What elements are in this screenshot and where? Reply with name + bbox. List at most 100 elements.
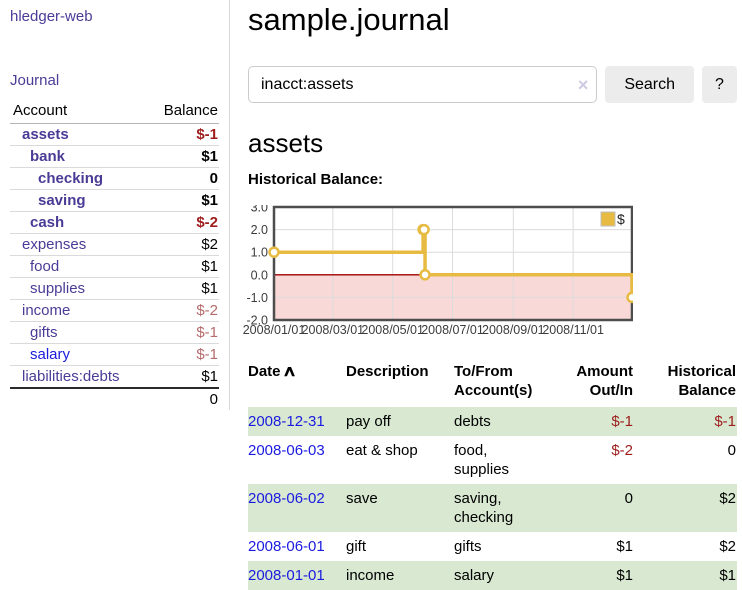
- svg-text:2008/01/01: 2008/01/01: [243, 323, 306, 337]
- register-header-description: Description: [346, 363, 429, 380]
- search-input[interactable]: [248, 66, 598, 103]
- account-row: income $-2: [10, 299, 219, 322]
- transaction-date-link[interactable]: 2008-12-31: [248, 413, 325, 430]
- transaction-accounts: debts: [454, 407, 554, 436]
- search-bar: × Search ?: [248, 66, 737, 103]
- page-title: sample.journal: [248, 2, 450, 37]
- transaction-date-link[interactable]: 2008-06-01: [248, 538, 325, 555]
- account-link[interactable]: checking: [38, 170, 104, 187]
- historical-balance-chart: 3.0 2.0 1.0 0.0 -1.0 -2.0 2008/01/01 2008/03/01…: [241, 205, 737, 341]
- transaction-description: save: [346, 484, 454, 532]
- account-balance: $1: [146, 277, 219, 300]
- account-row: liabilities:debts $1: [10, 365, 219, 388]
- transaction-date-link[interactable]: 2008-06-03: [248, 442, 325, 459]
- accounts-header-balance: Balance: [146, 100, 219, 124]
- app-brand-link[interactable]: hledger-web: [10, 8, 93, 25]
- account-balance: $-1: [146, 343, 219, 366]
- register-header-accounts: To/From Account(s): [454, 363, 533, 399]
- transaction-amount: $1: [616, 538, 633, 555]
- accounts-header-row: Account Balance: [10, 100, 219, 124]
- sidebar-nav: Journal: [10, 72, 219, 89]
- account-row: bank $1: [10, 145, 219, 168]
- account-link[interactable]: saving: [38, 192, 86, 209]
- register-header-balance: Historical Balance: [667, 363, 736, 399]
- transaction-amount: 0: [554, 484, 634, 532]
- nav-journal-link[interactable]: Journal: [10, 72, 60, 89]
- account-balance: $-2: [146, 211, 219, 234]
- account-link[interactable]: bank: [30, 148, 66, 165]
- register-row: 2008-01-01 income salary $1 $1: [248, 561, 737, 590]
- clear-search-icon[interactable]: ×: [577, 74, 589, 95]
- svg-text:1.0: 1.0: [251, 246, 268, 260]
- account-balance: $-2: [146, 299, 219, 322]
- register-row: 2008-12-31 pay off debts $-1 $-1: [248, 407, 737, 436]
- svg-text:2008/05/01: 2008/05/01: [361, 323, 424, 337]
- data-point-marker: [626, 291, 633, 304]
- transaction-description: gift: [346, 538, 367, 555]
- account-row: expenses $2: [10, 233, 219, 256]
- svg-text:2008/11/01: 2008/11/01: [542, 323, 604, 337]
- register-row: 2008-06-01 gift gifts $1 $2: [248, 532, 737, 561]
- register-header-date[interactable]: Date∧: [248, 363, 297, 380]
- account-balance: $1: [146, 145, 219, 168]
- svg-text:-1.0: -1.0: [246, 291, 268, 305]
- svg-text:0.0: 0.0: [251, 268, 268, 282]
- legend-label: $: [617, 211, 625, 227]
- transaction-amount: $1: [554, 561, 634, 590]
- register-row: 2008-06-02 save saving, checking 0 $2: [248, 484, 737, 532]
- account-row: assets $-1: [10, 124, 219, 146]
- account-row: checking 0: [10, 167, 219, 190]
- transaction-description: pay off: [346, 407, 454, 436]
- account-link[interactable]: food: [30, 258, 60, 275]
- transaction-accounts: saving, checking: [454, 484, 554, 532]
- svg-text:2008/03/01: 2008/03/01: [302, 323, 365, 337]
- register-table: Date∧ Description To/From Account(s) Amo…: [248, 362, 737, 590]
- svg-text:2.0: 2.0: [251, 223, 268, 237]
- account-row: saving $1: [10, 189, 219, 212]
- account-heading: assets: [248, 128, 324, 158]
- transaction-description: eat & shop: [346, 442, 418, 459]
- account-link[interactable]: assets: [22, 126, 69, 143]
- account-balance: 0: [146, 167, 219, 190]
- account-row: salary $-1: [10, 343, 219, 366]
- account-link[interactable]: expenses: [22, 236, 87, 253]
- account-link[interactable]: gifts: [30, 324, 58, 341]
- account-link[interactable]: salary: [30, 346, 71, 363]
- transaction-balance: 0: [727, 442, 736, 459]
- help-button[interactable]: ?: [702, 66, 737, 103]
- account-link[interactable]: liabilities:debts: [22, 368, 120, 385]
- account-balance: $-1: [146, 321, 219, 344]
- account-link[interactable]: income: [22, 302, 71, 319]
- account-balance: $1: [146, 365, 219, 388]
- transaction-amount: $-2: [611, 442, 633, 459]
- sidebar: hledger-web Journal Account Balance asse…: [0, 0, 230, 410]
- register-body: 2008-12-31 pay off debts $-1 $-1 2008-06-03 ea…: [248, 407, 737, 590]
- account-row: gifts $-1: [10, 321, 219, 344]
- account-balance: $2: [146, 233, 219, 256]
- transaction-amount: $-1: [554, 407, 634, 436]
- transaction-balance: $2: [719, 538, 736, 555]
- search-button[interactable]: Search: [605, 66, 695, 103]
- chart-title: Historical Balance:: [248, 171, 384, 188]
- transaction-accounts: salary: [454, 561, 554, 590]
- svg-text:-2.0: -2.0: [246, 314, 268, 328]
- legend-swatch: [600, 211, 616, 227]
- account-row: food $1: [10, 255, 219, 278]
- account-row: supplies $1: [10, 277, 219, 300]
- register-row: 2008-06-03 eat & shop food, supplies $-2 0: [248, 436, 737, 484]
- accounts-header-account: Account: [10, 100, 147, 124]
- transaction-accounts: gifts: [454, 538, 482, 555]
- data-point-marker: [418, 223, 430, 236]
- svg-text:2008/09/01: 2008/09/01: [482, 323, 545, 337]
- transaction-date-link[interactable]: 2008-06-02: [248, 490, 325, 507]
- account-balance: $1: [146, 189, 219, 212]
- transaction-description: income: [346, 561, 454, 590]
- transaction-balance: $2: [634, 484, 737, 532]
- transaction-balance: $1: [634, 561, 737, 590]
- account-link[interactable]: cash: [30, 214, 65, 231]
- account-link[interactable]: supplies: [30, 280, 86, 297]
- transaction-date-link[interactable]: 2008-01-01: [248, 567, 325, 584]
- data-point-marker: [268, 246, 280, 258]
- register-header-amount: Amount Out/In: [576, 363, 633, 399]
- accounts-table: Account Balance assets $-1 bank $1 checking 0…: [10, 100, 219, 410]
